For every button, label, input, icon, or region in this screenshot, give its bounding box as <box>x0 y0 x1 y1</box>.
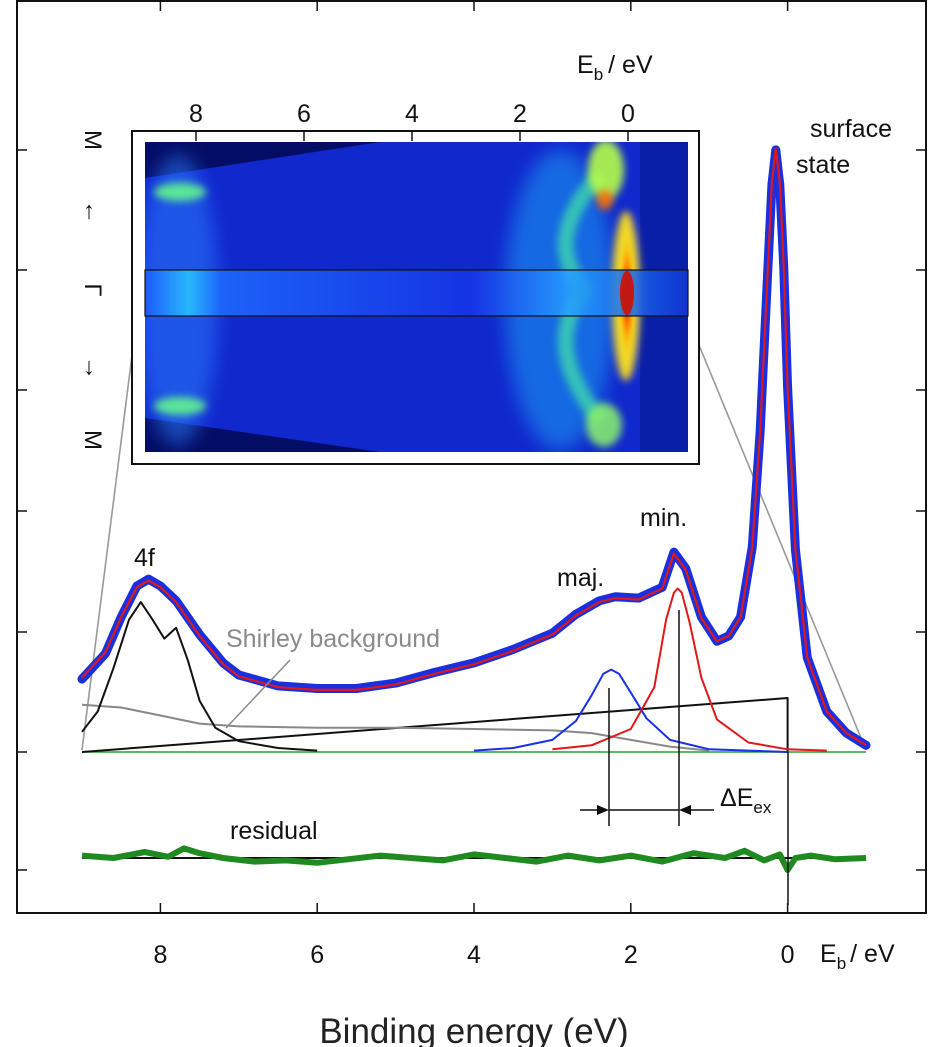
annotation-majority: maj. <box>557 564 604 592</box>
annotation-minority: min. <box>640 504 687 532</box>
delta-e-markers <box>580 610 789 905</box>
arpes-inset <box>131 130 700 465</box>
x-axis-title: Binding energy (eV) <box>319 1012 628 1047</box>
data-point-23 <box>669 548 679 557</box>
data-point-3 <box>132 581 142 591</box>
bottom-tick-label-2: 4 <box>467 941 481 969</box>
inset-side-m-top: M <box>79 130 106 150</box>
plot-frame <box>16 0 927 914</box>
inset-side-arrow-left: ← <box>79 200 106 224</box>
inset-side-gamma: Γ <box>79 283 106 296</box>
annotation-shirley: Shirley background <box>226 625 440 653</box>
inset-ticks: 8 6 4 2 0 <box>189 100 635 141</box>
annotation-delta-e: ΔEex <box>720 784 772 817</box>
spectrum-curves <box>77 145 871 873</box>
shirley-pointer <box>225 659 291 729</box>
annotation-surface: surface <box>810 115 892 143</box>
inset-side-m-bottom: M <box>79 430 106 450</box>
data-point-11 <box>313 684 322 693</box>
bottom-axis-label: Eb / eV <box>820 940 895 973</box>
series-shirley-background <box>81 703 710 752</box>
series-linear-background <box>81 697 789 753</box>
bottom-tick-label-4: 0 <box>781 941 795 969</box>
bottom-tick-label-1: 6 <box>310 941 324 969</box>
annotation-state: state <box>796 151 850 179</box>
annotation-residual: residual <box>230 817 318 845</box>
bottom-tick-labels: 8 6 4 2 0 <box>153 941 794 969</box>
inset-guide-right <box>686 315 867 751</box>
series-residual <box>81 845 867 873</box>
inset-tick-label-4: 0 <box>621 100 635 128</box>
bottom-tick-label-0: 8 <box>153 941 167 969</box>
series-minority-peak <box>552 587 827 752</box>
inset-guide-left <box>81 315 138 751</box>
series-4f-component <box>81 601 318 752</box>
top-axis-label: Eb / eV <box>577 51 653 84</box>
inset-side-axis: M ← Γ → M <box>79 130 106 450</box>
inset-side-arrow-right: → <box>79 356 106 380</box>
frame-ticks <box>17 1 926 913</box>
inset-tick-label-3: 2 <box>513 100 527 128</box>
inset-tick-label-2: 4 <box>405 100 419 128</box>
inset-tick-label-0: 8 <box>189 100 203 128</box>
series-majority-peak <box>473 668 788 753</box>
inset-tick-label-1: 6 <box>297 100 311 128</box>
annotation-4f: 4f <box>134 544 155 572</box>
series-fit <box>81 147 867 747</box>
bottom-tick-label-3: 2 <box>624 941 638 969</box>
